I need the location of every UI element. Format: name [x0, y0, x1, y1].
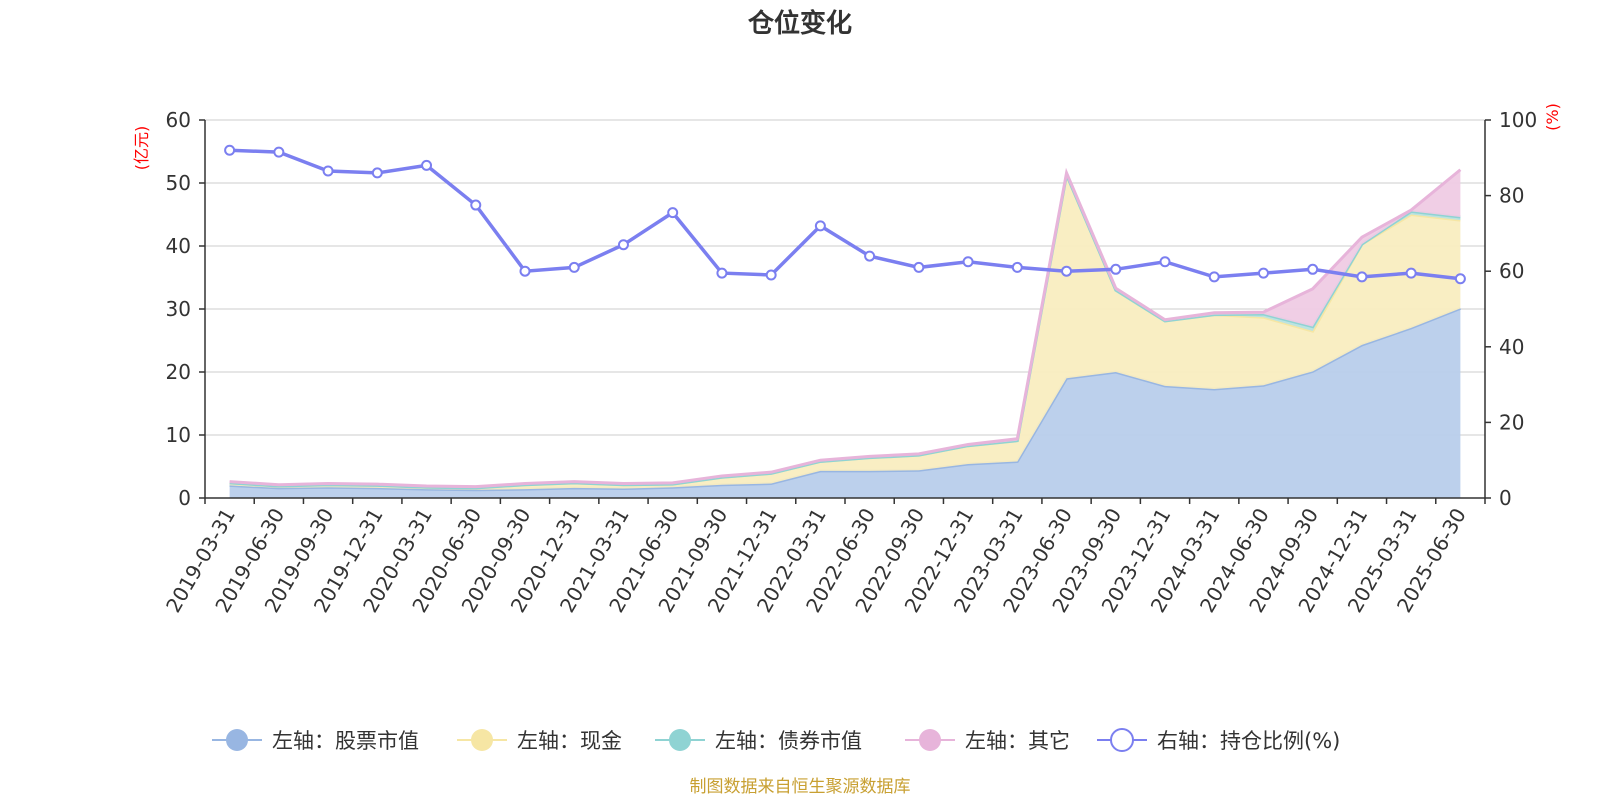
legend-item: 右轴：持仓比例(%): [1097, 728, 1340, 753]
area-0: [229, 308, 1461, 498]
left-tick-label: 50: [166, 171, 191, 195]
ratio-point: [322, 165, 334, 177]
left-tick-label: 60: [166, 108, 191, 132]
ratio-point: [519, 265, 531, 277]
legend-label: 右轴：持仓比例(%): [1157, 729, 1340, 753]
legend-marker: [1110, 728, 1134, 752]
ratio-point: [667, 207, 679, 219]
ratio-point: [470, 199, 482, 211]
ratio-point: [1110, 263, 1122, 275]
ratio-point: [421, 159, 433, 171]
ratio-point: [617, 239, 629, 251]
source-note: 制图数据来自恒生聚源数据库: [690, 777, 911, 797]
legend-marker: [919, 729, 941, 751]
ratio-line-path: [229, 148, 1461, 281]
ratio-point: [273, 146, 285, 158]
ratio-point: [1011, 261, 1023, 273]
ratio-point: [1307, 263, 1319, 275]
left-tick-label: 30: [166, 297, 191, 321]
legend-marker: [669, 729, 691, 751]
right-tick-label: 20: [1499, 410, 1524, 434]
legend-label: 左轴：其它: [965, 729, 1070, 753]
legend-label: 左轴：现金: [517, 729, 622, 753]
left-tick-label: 20: [166, 360, 191, 384]
area-line-3: [229, 167, 1462, 489]
legend-marker: [471, 729, 493, 751]
ratio-point: [814, 220, 826, 232]
right-tick-label: 60: [1499, 259, 1524, 283]
ratio-point: [1159, 256, 1171, 268]
ratio-point: [224, 144, 236, 156]
ratio-point: [371, 167, 383, 179]
legend: 左轴：股票市值 左轴：现金 左轴：债券市值 左轴：其它 右轴：持仓比例(%): [212, 728, 1340, 753]
chart-title: 仓位变化: [747, 8, 852, 39]
ratio-point: [765, 269, 777, 281]
ratio-point: [1405, 267, 1417, 279]
legend-item: 左轴：现金: [457, 729, 622, 753]
right-axis-unit: (%): [1543, 103, 1562, 131]
legend-marker: [226, 729, 248, 751]
right-tick-label: 0: [1499, 486, 1512, 510]
ratio-point: [1356, 271, 1368, 283]
right-tick-label: 80: [1499, 184, 1524, 208]
legend-item: 左轴：其它: [905, 729, 1070, 753]
left-axis-unit: (亿元): [132, 126, 151, 171]
left-tick-label: 10: [166, 423, 191, 447]
right-tick-label: 100: [1499, 108, 1537, 132]
left-tick-label: 40: [166, 234, 191, 258]
left-tick-label: 0: [178, 486, 191, 510]
ratio-point: [1061, 265, 1073, 277]
ratio-point: [1257, 267, 1269, 279]
area-1: [229, 174, 1461, 490]
ratio-point: [716, 267, 728, 279]
ratio-point: [913, 261, 925, 273]
legend-label: 左轴：股票市值: [272, 729, 419, 753]
position-ratio-line: [224, 144, 1466, 285]
ratio-point: [962, 256, 974, 268]
stacked-areas: [229, 167, 1462, 498]
right-tick-label: 40: [1499, 335, 1524, 359]
ratio-point: [568, 261, 580, 273]
ratio-point: [1208, 271, 1220, 283]
legend-label: 左轴：债券市值: [715, 729, 862, 753]
ratio-point: [864, 250, 876, 262]
legend-item: 左轴：股票市值: [212, 729, 419, 753]
ratio-point: [1454, 273, 1466, 285]
legend-item: 左轴：债券市值: [655, 729, 862, 753]
